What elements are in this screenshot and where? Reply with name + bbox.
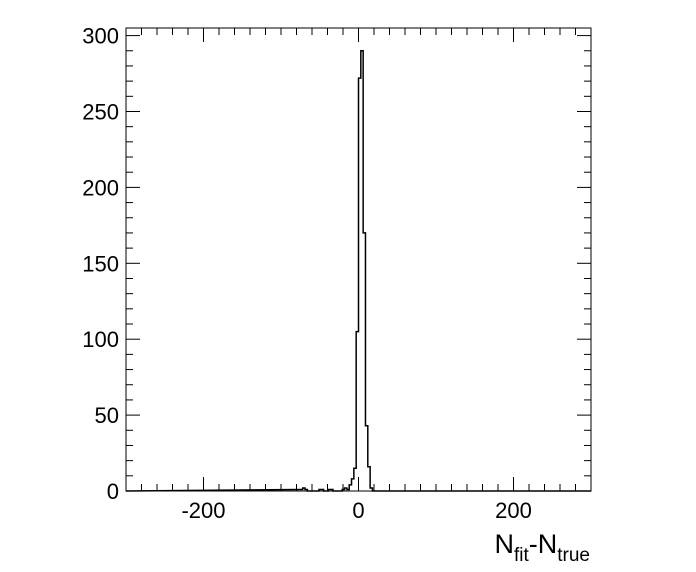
x-tick-labels: -200 0 200 [181,498,531,523]
y-tick-label: 50 [95,403,119,428]
y-tick-label: 0 [107,479,119,504]
x-axis-title: Nfit-Ntrue [494,529,590,566]
x-tick-label: -200 [181,498,225,523]
x-tick-label: 0 [352,498,364,523]
histogram-outline [125,50,591,492]
y-tick-label: 250 [82,99,119,124]
y-tick-label: 300 [82,24,119,49]
x-tick-label: 200 [495,498,532,523]
y-tick-label: 150 [82,251,119,276]
y-tick-label: 100 [82,327,119,352]
y-tick-label: 200 [82,175,119,200]
y-tick-labels: 0 50 100 150 200 250 300 [82,24,119,504]
axis-ticks [125,28,592,492]
